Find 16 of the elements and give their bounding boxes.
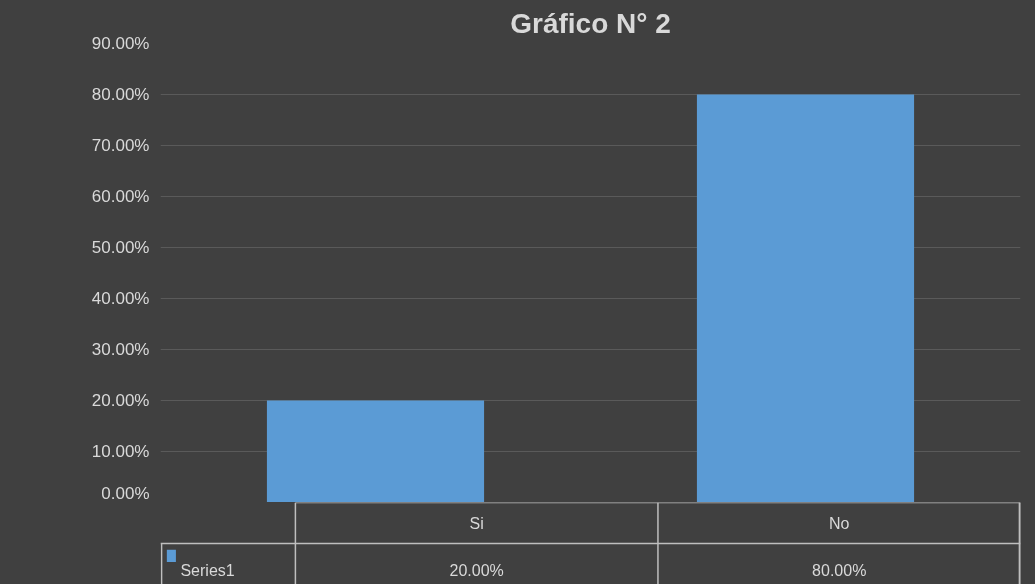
legend-label: Series1 xyxy=(180,561,235,579)
y-tick-label: 80.00% xyxy=(91,85,150,104)
y-tick-label: 50.00% xyxy=(91,238,150,257)
y-tick-label: 60.00% xyxy=(91,187,150,206)
y-tick-label: 70.00% xyxy=(91,136,150,155)
y-tick-label: 90.00% xyxy=(91,34,150,53)
x-tick-label: No xyxy=(829,514,850,532)
x-tick-label: Si xyxy=(469,514,484,532)
data-label: 80.00% xyxy=(812,561,867,579)
data-label: 20.00% xyxy=(449,561,504,579)
y-tick-label: 0.00% xyxy=(101,483,150,503)
y-tick-label: 40.00% xyxy=(91,289,150,308)
y-tick-label: 20.00% xyxy=(91,391,150,410)
y-tick-label: 30.00% xyxy=(91,340,150,359)
y-tick-label: 10.00% xyxy=(91,442,150,461)
chart-title: Gráfico N° 2 xyxy=(510,7,671,39)
